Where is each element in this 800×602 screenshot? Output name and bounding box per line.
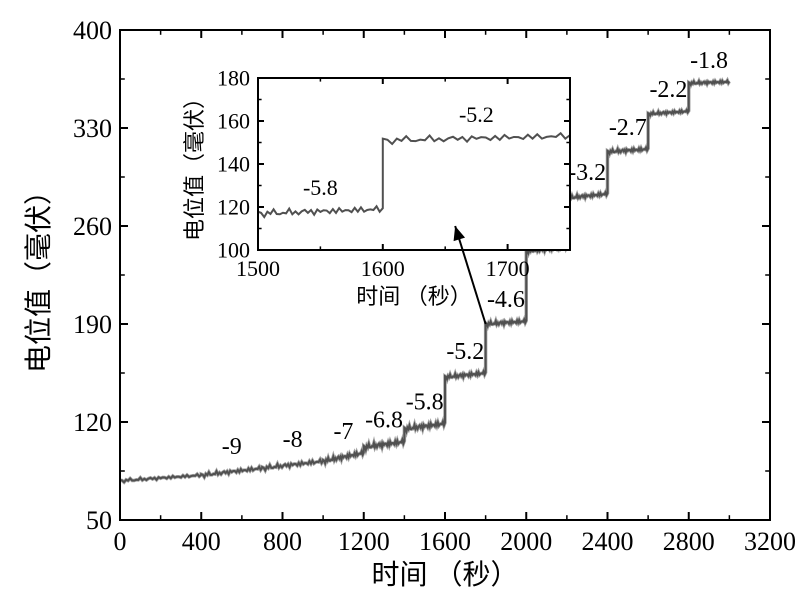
x-tick-label: 0 [114, 527, 127, 556]
x-tick-label: 2800 [663, 527, 715, 556]
step-label: -8 [283, 427, 303, 453]
y-tick-label: 50 [86, 506, 112, 535]
y-tick-label: 190 [73, 310, 112, 339]
step-label: -3.2 [568, 160, 606, 186]
x-tick-label: 800 [263, 527, 302, 556]
inset-x-tick-label: 1700 [486, 256, 530, 281]
inset-y-tick-label: 120 [217, 195, 250, 220]
step-label: -6.8 [365, 408, 403, 434]
inset-x-tick-label: 1600 [361, 256, 405, 281]
y-axis-label: 电位值（毫伏） [23, 177, 55, 373]
inset-step-label: -5.2 [459, 102, 494, 127]
chart-svg: -9-8-7-6.8-5.8-5.2-4.6-3.8-3.2-2.7-2.2-1… [0, 0, 800, 602]
inset-y-tick-label: 100 [217, 238, 250, 263]
step-label: -2.2 [649, 77, 687, 103]
step-label: -4.6 [487, 287, 525, 313]
y-tick-label: 260 [73, 212, 112, 241]
inset-y-tick-label: 140 [217, 152, 250, 177]
step-label: -5.2 [446, 339, 484, 365]
step-label: -5.8 [406, 389, 444, 415]
inset-y-axis-label: 电位值（毫伏） [182, 87, 207, 241]
x-tick-label: 2000 [500, 527, 552, 556]
step-label: -2.7 [609, 115, 647, 141]
x-tick-label: 400 [182, 527, 221, 556]
y-tick-label: 330 [73, 114, 112, 143]
inset-y-tick-label: 160 [217, 109, 250, 134]
step-label: -1.8 [690, 48, 728, 74]
x-axis-label: 时间 （秒） [371, 559, 518, 591]
y-tick-label: 120 [73, 408, 112, 437]
x-tick-label: 2400 [582, 527, 634, 556]
inset-y-tick-label: 180 [217, 66, 250, 91]
y-tick-label: 400 [73, 16, 112, 45]
x-tick-label: 3200 [744, 527, 796, 556]
inset-x-axis-label: 时间 （秒） [356, 284, 472, 309]
x-tick-label: 1200 [338, 527, 390, 556]
step-label: -7 [333, 419, 353, 445]
chart-figure: -9-8-7-6.8-5.8-5.2-4.6-3.8-3.2-2.7-2.2-1… [0, 0, 800, 602]
x-tick-label: 1600 [419, 527, 471, 556]
inset-step-label: -5.8 [303, 175, 338, 200]
step-label: -9 [222, 434, 242, 460]
